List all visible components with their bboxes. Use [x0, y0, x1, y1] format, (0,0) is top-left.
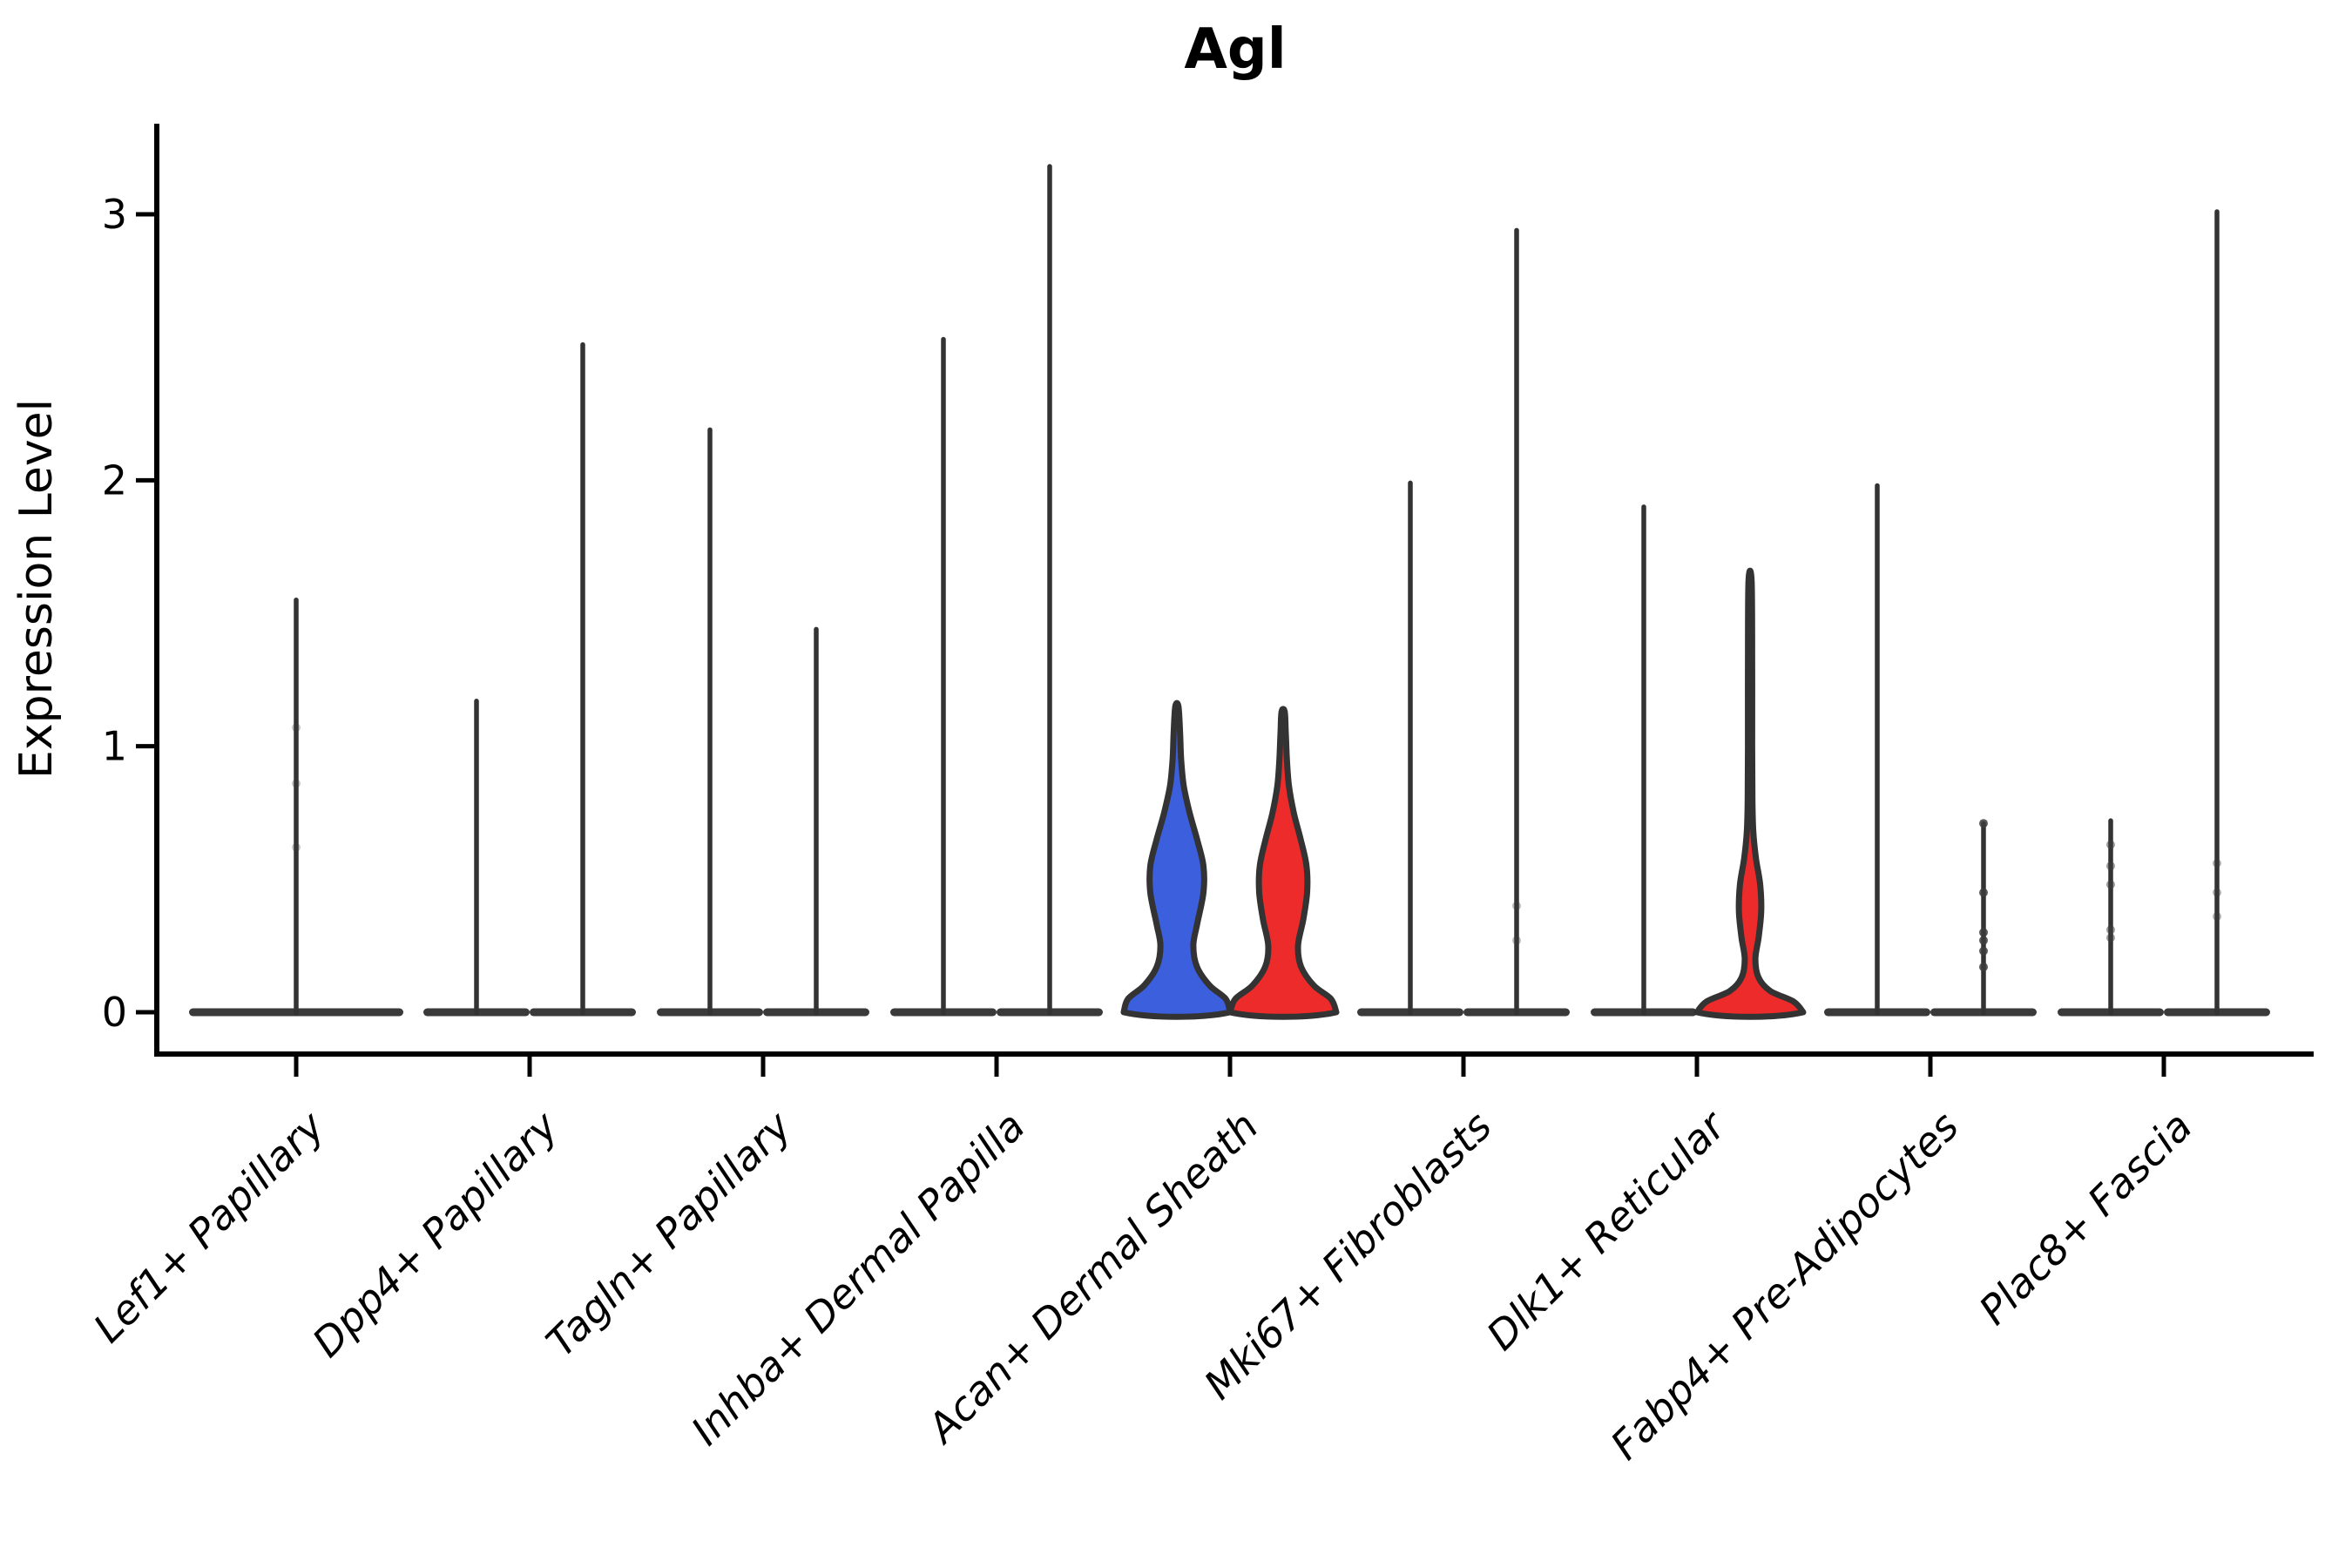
violin-plac8-fascia-left-point-0: [2106, 840, 2115, 849]
violin-fabp4-pre-adipocytes-right-point-3: [1979, 936, 1988, 945]
violin-lef1-papillary-point-2: [292, 842, 301, 852]
x-tick-label-tagln-papillary: Tagln+ Papillary: [537, 1102, 801, 1366]
x-tick-label-lef1-papillary: Lef1+ Papillary: [84, 1102, 334, 1351]
violin-fabp4-pre-adipocytes-right-point-1: [1979, 888, 1988, 897]
violin-plac8-fascia-left-point-4: [2106, 933, 2115, 943]
x-tick-label-plac8-fascia: Plac8+ Fascia: [1970, 1103, 2200, 1334]
violin-fabp4-pre-adipocytes-right-point-4: [1979, 946, 1988, 956]
violin-lef1-papillary-point-1: [292, 779, 301, 788]
violin-lef1-papillary-point-0: [292, 723, 301, 733]
y-tick-label-1: 1: [102, 723, 127, 770]
violin-plac8-fascia-right-point-0: [2213, 859, 2221, 868]
plot-title: Agl: [1184, 17, 1287, 82]
x-tick-label-dlk1-reticular: Dlk1+ Reticular: [1477, 1100, 1736, 1359]
violin-plac8-fascia-left-point-2: [2106, 880, 2115, 889]
y-tick-label-3: 3: [102, 191, 127, 238]
violin-fabp4-pre-adipocytes-right-point-0: [1979, 819, 1988, 828]
violin-plac8-fascia-left-point-1: [2106, 862, 2115, 871]
y-tick-label-0: 0: [102, 989, 127, 1036]
violin-plac8-fascia-right-point-2: [2213, 912, 2221, 922]
violin-plac8-fascia-right-point-1: [2213, 888, 2221, 897]
x-tick-label-dpp4-papillary: Dpp4+ Papillary: [303, 1102, 567, 1366]
violin-mki67-fibroblasts-right-point-1: [1512, 936, 1521, 945]
violin-fabp4-pre-adipocytes-right-point-2: [1979, 928, 1988, 937]
violin-fabp4-pre-adipocytes-right-point-5: [1979, 963, 1988, 972]
violin-acan-dermal-sheath-left: [1120, 700, 1233, 1020]
y-tick-label-2: 2: [102, 456, 127, 504]
violin-acan-dermal-sheath-right: [1227, 706, 1340, 1020]
violin-mki67-fibroblasts-right-point-0: [1512, 901, 1521, 910]
violin-plac8-fascia-left-point-3: [2106, 925, 2115, 935]
violin-dlk1-reticular-right: [1693, 567, 1807, 1020]
